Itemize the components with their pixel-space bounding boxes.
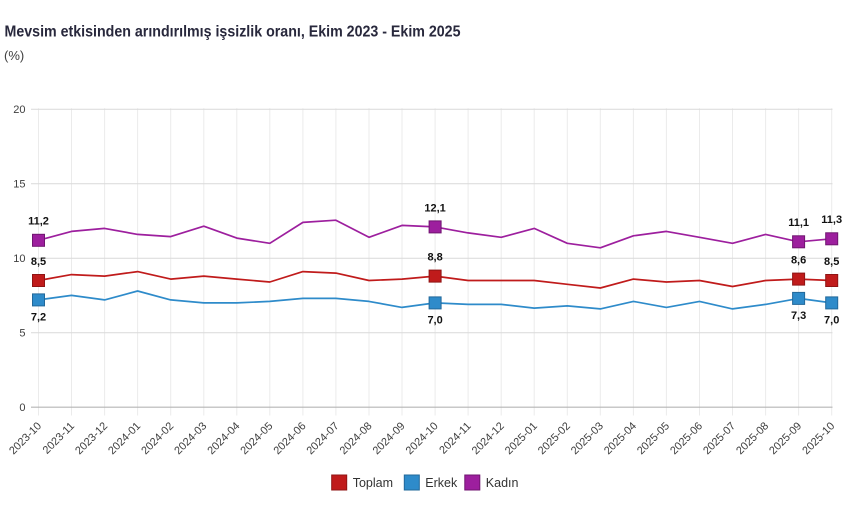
svg-text:7,0: 7,0 [824,314,839,326]
svg-text:5: 5 [19,328,25,340]
svg-text:8,8: 8,8 [427,252,442,264]
svg-text:20: 20 [13,104,25,116]
svg-text:11,1: 11,1 [788,217,809,229]
svg-text:11,2: 11,2 [28,216,49,228]
svg-text:Erkek: Erkek [425,476,458,490]
svg-text:(%): (%) [4,48,24,63]
svg-text:15: 15 [13,179,25,191]
svg-text:12,1: 12,1 [424,202,445,214]
svg-text:7,2: 7,2 [31,311,46,323]
svg-text:Mevsim etkisinden arındırılmış: Mevsim etkisinden arındırılmış işsizlik … [5,24,461,41]
svg-text:7,3: 7,3 [791,310,806,322]
svg-text:8,6: 8,6 [791,255,806,267]
svg-text:7,0: 7,0 [427,314,442,326]
svg-text:10: 10 [13,253,25,265]
svg-text:11,3: 11,3 [821,214,842,226]
svg-text:Kadın: Kadın [486,476,519,490]
svg-text:8,5: 8,5 [31,256,46,268]
svg-text:Toplam: Toplam [353,476,393,490]
svg-text:0: 0 [19,402,25,414]
svg-text:8,5: 8,5 [824,256,839,268]
